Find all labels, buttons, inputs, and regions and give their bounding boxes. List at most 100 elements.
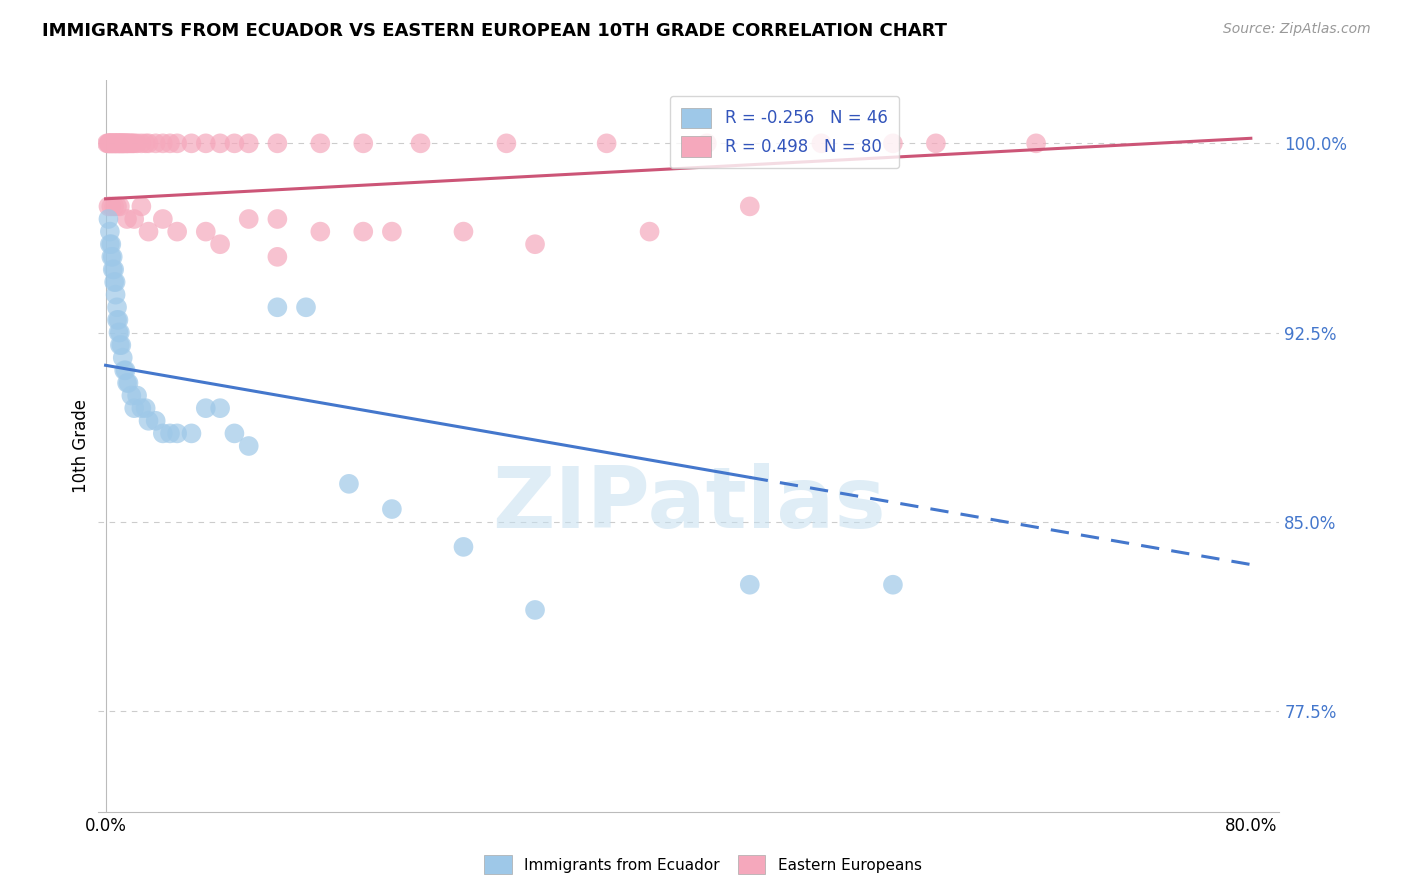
- Point: [309, 136, 332, 151]
- Point: [108, 338, 131, 352]
- Point: [138, 414, 160, 428]
- Point: [1025, 136, 1047, 151]
- Point: [104, 136, 127, 151]
- Point: [166, 225, 188, 239]
- Point: [524, 237, 547, 252]
- Point: [135, 401, 157, 416]
- Point: [100, 136, 122, 151]
- Point: [925, 136, 948, 151]
- Point: [101, 262, 124, 277]
- Point: [381, 225, 404, 239]
- Point: [114, 136, 136, 151]
- Point: [121, 136, 143, 151]
- Point: [122, 136, 145, 151]
- Point: [105, 313, 128, 327]
- Point: [110, 338, 132, 352]
- Point: [97, 199, 120, 213]
- Point: [238, 136, 260, 151]
- Point: [180, 426, 202, 441]
- Point: [97, 136, 120, 151]
- Point: [105, 136, 128, 151]
- Point: [103, 199, 125, 213]
- Point: [114, 363, 136, 377]
- Point: [103, 275, 125, 289]
- Y-axis label: 10th Grade: 10th Grade: [72, 399, 90, 493]
- Point: [112, 363, 135, 377]
- Point: [104, 287, 127, 301]
- Point: [120, 388, 142, 402]
- Point: [112, 136, 135, 151]
- Point: [131, 401, 153, 416]
- Point: [107, 136, 129, 151]
- Point: [152, 136, 174, 151]
- Point: [152, 212, 174, 227]
- Point: [194, 136, 217, 151]
- Point: [108, 136, 131, 151]
- Point: [105, 199, 128, 213]
- Point: [105, 136, 128, 151]
- Point: [224, 426, 246, 441]
- Point: [103, 136, 125, 151]
- Text: Source: ZipAtlas.com: Source: ZipAtlas.com: [1223, 22, 1371, 37]
- Point: [111, 136, 134, 151]
- Text: ZIPatlas: ZIPatlas: [492, 463, 886, 546]
- Point: [194, 401, 217, 416]
- Point: [118, 136, 141, 151]
- Point: [152, 426, 174, 441]
- Point: [122, 401, 145, 416]
- Point: [409, 136, 432, 151]
- Point: [238, 212, 260, 227]
- Point: [453, 225, 475, 239]
- Point: [209, 136, 232, 151]
- Point: [103, 136, 125, 151]
- Point: [180, 136, 202, 151]
- Point: [107, 313, 129, 327]
- Point: [209, 401, 232, 416]
- Point: [238, 439, 260, 453]
- Point: [112, 136, 135, 151]
- Point: [738, 199, 761, 213]
- Point: [145, 136, 167, 151]
- Point: [166, 426, 188, 441]
- Point: [266, 250, 288, 264]
- Point: [882, 578, 904, 592]
- Point: [125, 136, 148, 151]
- Point: [295, 300, 318, 314]
- Point: [101, 136, 124, 151]
- Point: [98, 225, 121, 239]
- Point: [194, 225, 217, 239]
- Point: [120, 136, 142, 151]
- Point: [96, 136, 118, 151]
- Point: [738, 578, 761, 592]
- Point: [100, 237, 122, 252]
- Point: [104, 275, 127, 289]
- Point: [110, 136, 132, 151]
- Point: [138, 136, 160, 151]
- Point: [101, 250, 124, 264]
- Point: [108, 199, 131, 213]
- Point: [266, 136, 288, 151]
- Point: [98, 136, 121, 151]
- Point: [108, 326, 131, 340]
- Point: [696, 136, 718, 151]
- Point: [224, 136, 246, 151]
- Point: [101, 136, 124, 151]
- Point: [108, 136, 131, 151]
- Point: [209, 237, 232, 252]
- Point: [117, 376, 139, 390]
- Point: [595, 136, 617, 151]
- Point: [495, 136, 517, 151]
- Point: [159, 426, 181, 441]
- Point: [138, 225, 160, 239]
- Legend: R = -0.256   N = 46, R = 0.498   N = 80: R = -0.256 N = 46, R = 0.498 N = 80: [669, 96, 898, 169]
- Point: [145, 414, 167, 428]
- Point: [266, 300, 288, 314]
- Point: [111, 351, 134, 365]
- Point: [107, 326, 129, 340]
- Point: [135, 136, 157, 151]
- Point: [524, 603, 547, 617]
- Legend: Immigrants from Ecuador, Eastern Europeans: Immigrants from Ecuador, Eastern Europea…: [478, 849, 928, 880]
- Point: [638, 225, 661, 239]
- Point: [98, 136, 121, 151]
- Point: [122, 212, 145, 227]
